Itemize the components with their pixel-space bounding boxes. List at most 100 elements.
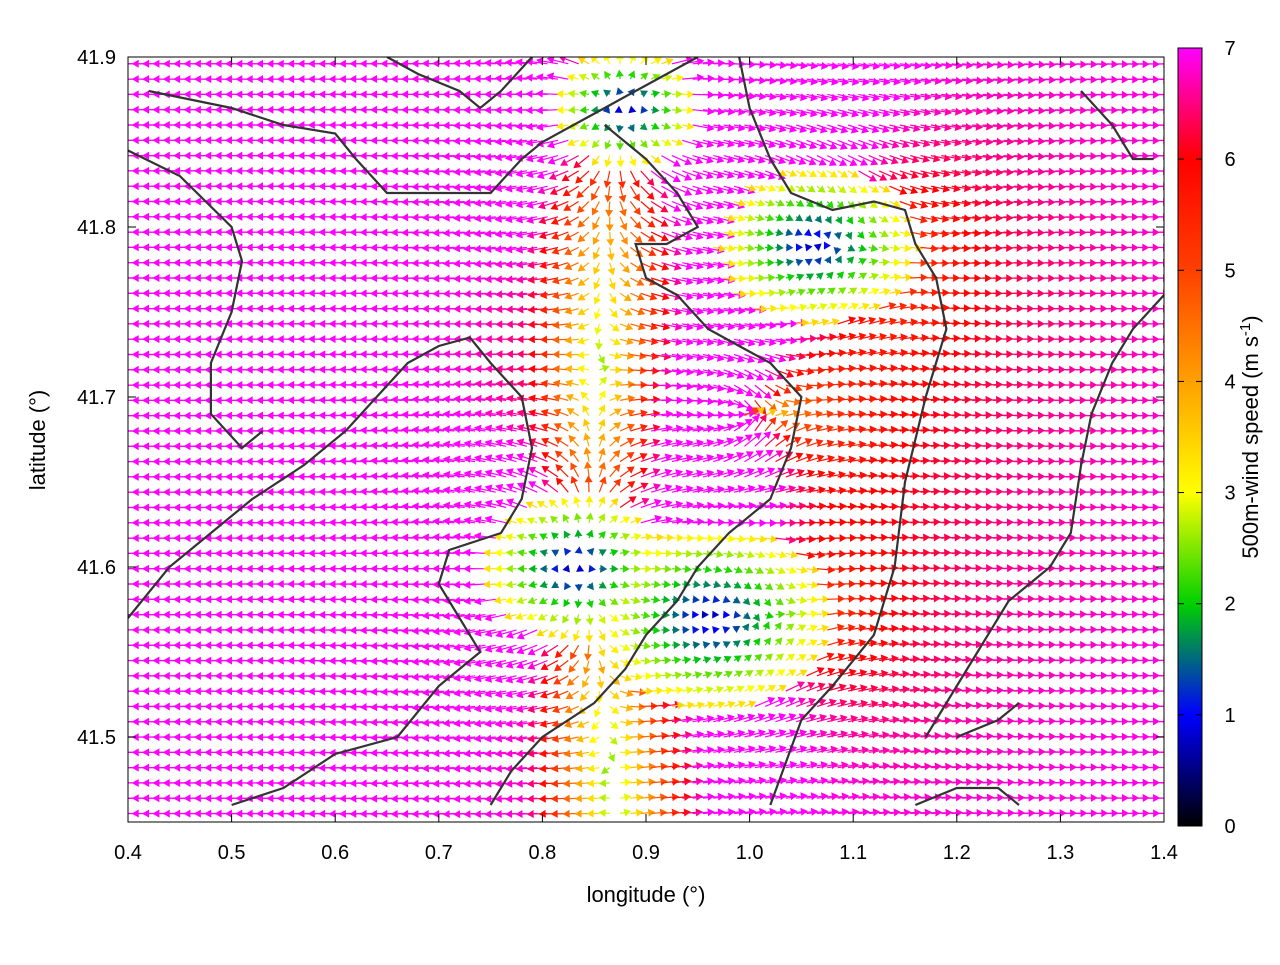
wind-arrow: [785, 139, 807, 150]
wind-arrow: [640, 549, 653, 558]
wind-arrow: [546, 57, 569, 65]
wind-arrow: [574, 779, 590, 788]
wind-arrow: [1158, 445, 1164, 447]
wind-arrow: [682, 610, 690, 619]
wind-arrow: [796, 288, 806, 296]
wind-arrow: [961, 107, 984, 116]
wind-arrow: [858, 139, 880, 150]
wind-arrow: [764, 566, 775, 575]
wind-arrow: [528, 549, 538, 557]
wind-arrow: [806, 624, 818, 633]
wind-arrow: [806, 288, 816, 296]
wind-arrow: [505, 533, 517, 542]
wind-arrow: [651, 641, 661, 650]
wind-arrow: [847, 170, 859, 178]
wind-arrow: [575, 734, 590, 743]
wind-arrow: [785, 77, 808, 86]
wind-arrow: [629, 201, 641, 216]
wind-arrow: [494, 548, 507, 557]
wind-arrow: [764, 582, 774, 591]
wind-arrow: [584, 461, 592, 477]
wind-arrow: [702, 656, 712, 664]
wind-arrow: [702, 580, 712, 589]
wind-arrow: [630, 596, 641, 605]
wind-arrow: [619, 247, 629, 260]
wind-arrow: [604, 140, 612, 150]
wind-arrow: [616, 140, 625, 151]
wind-arrow: [640, 656, 652, 665]
wind-arrow: [827, 124, 849, 134]
wind-arrow: [592, 247, 601, 260]
wind-arrow: [806, 318, 820, 327]
wind-arrow: [764, 199, 776, 207]
wind-arrow: [630, 580, 642, 589]
wind-arrow: [661, 122, 672, 130]
wind-arrow: [630, 627, 641, 635]
wind-arrow: [806, 580, 819, 589]
wind-arrow: [515, 612, 528, 621]
wind-arrow: [619, 216, 628, 231]
wind-arrow: [1158, 384, 1164, 386]
wind-arrow: [692, 656, 702, 664]
wind-arrow: [910, 61, 933, 70]
wind-arrow: [764, 685, 777, 693]
wind-arrow: [573, 614, 582, 626]
wind-arrow: [775, 199, 785, 207]
wind-arrow: [630, 564, 642, 573]
wind-arrow: [692, 170, 714, 180]
wind-arrow: [628, 57, 637, 65]
wind-arrow: [1158, 124, 1164, 126]
wind-arrow: [609, 464, 621, 478]
wind-arrow: [639, 122, 648, 131]
wind-arrow: [671, 106, 683, 115]
wind-arrow: [775, 597, 784, 606]
wind-arrow: [723, 685, 735, 694]
wind-arrow: [754, 199, 766, 207]
wind-arrow: [590, 72, 600, 81]
wind-arrow: [847, 302, 860, 311]
wind-arrow: [650, 155, 662, 164]
wind-arrow: [837, 62, 860, 70]
wind-arrow: [702, 641, 711, 649]
wind-arrow: [597, 513, 606, 524]
wind-arrow: [640, 533, 654, 542]
wind-arrow: [847, 62, 870, 70]
wind-arrow: [574, 599, 583, 609]
wind-arrow: [723, 670, 733, 679]
wind-arrow: [585, 614, 594, 626]
wind-arrow: [1158, 109, 1164, 111]
wind-arrow: [741, 623, 750, 632]
wind-arrow: [961, 91, 984, 100]
wind-arrow: [594, 323, 603, 336]
wind-arrow: [951, 122, 973, 131]
wind-arrow: [546, 72, 569, 81]
wind-arrow: [619, 516, 631, 524]
wind-arrow: [733, 655, 742, 663]
wind-arrow: [577, 336, 590, 345]
wind-arrow: [619, 394, 636, 403]
wind-arrow: [733, 670, 744, 678]
wind-arrow: [607, 752, 615, 763]
wind-arrow: [616, 87, 624, 96]
wind-arrow: [1158, 200, 1164, 203]
wind-arrow: [586, 779, 600, 788]
wind-arrow: [879, 258, 890, 267]
wind-arrow: [837, 109, 860, 118]
wind-arrow: [562, 513, 570, 524]
wind-arrow: [505, 548, 517, 557]
wind-arrow: [577, 201, 590, 214]
wind-arrow: [835, 216, 842, 225]
wind-arrow: [847, 124, 870, 134]
wind-arrow: [816, 170, 828, 178]
wind-arrow: [682, 90, 695, 99]
wind-arrow: [609, 644, 619, 654]
wind-arrow: [577, 365, 590, 373]
wind-arrow: [586, 547, 595, 556]
wind-arrow: [764, 213, 775, 222]
wind-arrow: [528, 580, 538, 589]
wind-arrow: [775, 273, 786, 282]
wind-arrow: [785, 638, 795, 646]
wind-arrow: [961, 61, 984, 70]
wind-arrow: [619, 337, 634, 346]
